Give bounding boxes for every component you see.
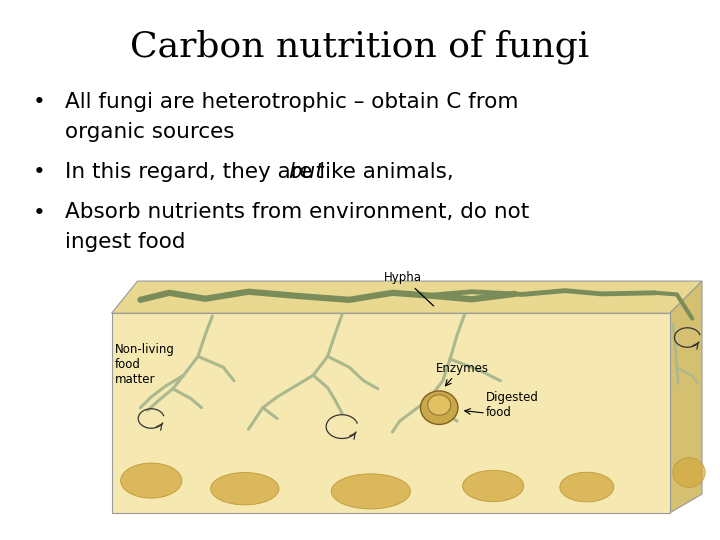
Ellipse shape	[428, 395, 451, 415]
Text: Carbon nutrition of fungi: Carbon nutrition of fungi	[130, 30, 590, 64]
Text: •: •	[33, 202, 46, 222]
Ellipse shape	[420, 391, 458, 424]
Text: In this regard, they are like animals,: In this regard, they are like animals,	[65, 162, 460, 182]
Text: All fungi are heterotrophic – obtain C from: All fungi are heterotrophic – obtain C f…	[65, 92, 518, 112]
Text: ingest food: ingest food	[65, 232, 185, 252]
Text: organic sources: organic sources	[65, 122, 234, 141]
Text: Enzymes: Enzymes	[436, 362, 489, 375]
Polygon shape	[112, 281, 702, 313]
Text: Non-living
food
matter: Non-living food matter	[115, 343, 175, 386]
Text: Absorb nutrients from environment, do not: Absorb nutrients from environment, do no…	[65, 202, 529, 222]
Text: but: but	[288, 162, 324, 182]
Polygon shape	[112, 313, 670, 513]
Text: Hypha: Hypha	[384, 271, 433, 306]
Ellipse shape	[672, 458, 706, 487]
Ellipse shape	[331, 474, 410, 509]
Ellipse shape	[210, 472, 279, 505]
Text: •: •	[33, 92, 46, 112]
Polygon shape	[670, 281, 702, 513]
Text: Digested
food: Digested food	[486, 391, 539, 419]
Ellipse shape	[560, 472, 614, 502]
Ellipse shape	[462, 470, 524, 502]
Ellipse shape	[121, 463, 181, 498]
Text: •: •	[33, 162, 46, 182]
